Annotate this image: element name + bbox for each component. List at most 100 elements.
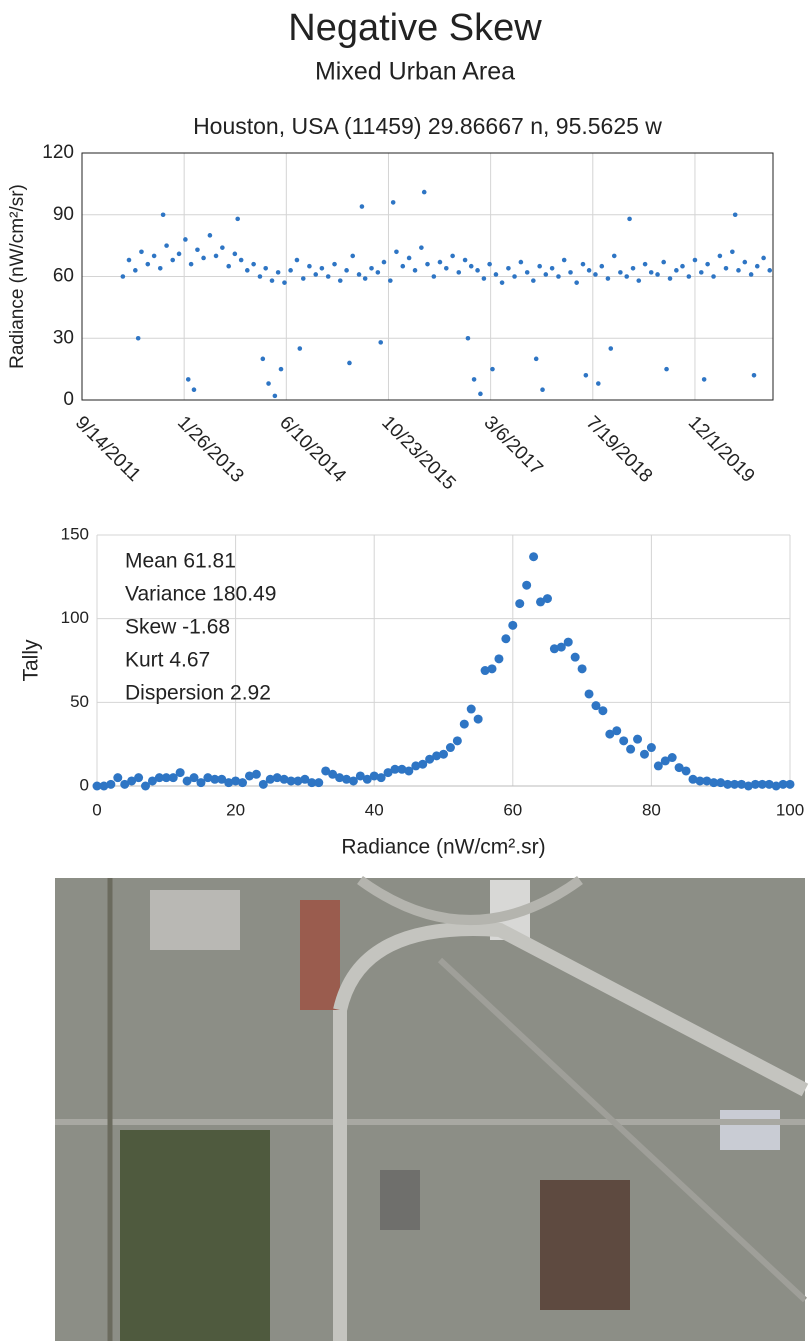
data-point	[556, 274, 561, 279]
data-point	[106, 780, 115, 789]
data-point	[460, 720, 469, 729]
data-point	[270, 278, 275, 283]
data-point	[564, 638, 573, 647]
data-point	[702, 377, 707, 382]
data-point	[134, 773, 143, 782]
y-tick-label: 0	[63, 389, 74, 410]
data-point	[183, 237, 188, 242]
x-tick-label: 9/14/2011	[71, 412, 145, 486]
data-point	[640, 750, 649, 759]
y-axis-label: Radiance (nW/cm²/sr)	[7, 184, 28, 369]
data-point	[245, 268, 250, 273]
data-point	[439, 750, 448, 759]
data-point	[474, 715, 483, 724]
data-point	[273, 394, 278, 399]
data-point	[177, 252, 182, 257]
data-point	[749, 272, 754, 277]
data-point	[314, 778, 323, 787]
data-point	[139, 250, 144, 255]
data-point	[161, 212, 166, 217]
data-point	[332, 262, 337, 267]
y-tick-label: 120	[42, 142, 74, 163]
data-point	[568, 270, 573, 275]
data-point	[494, 272, 499, 277]
data-point	[276, 270, 281, 275]
data-point	[233, 252, 238, 257]
data-point	[562, 258, 567, 263]
x-axis-label: Radiance (nW/cm².sr)	[341, 836, 545, 859]
data-point	[127, 258, 132, 263]
data-point	[661, 260, 666, 265]
data-point	[487, 262, 492, 267]
data-point	[350, 254, 355, 259]
data-point	[164, 243, 169, 248]
data-point	[540, 387, 545, 392]
chart: Negative Skew Mixed Urban Area Houston, …	[0, 0, 810, 1341]
x-tick-label: 10/23/2015	[377, 412, 459, 494]
data-point	[261, 357, 266, 362]
data-point	[456, 270, 461, 275]
data-point	[360, 204, 365, 209]
data-point	[251, 262, 256, 267]
data-point	[238, 778, 247, 787]
data-point	[693, 258, 698, 263]
y-tick-label: 90	[53, 204, 74, 225]
page-subtitle: Mixed Urban Area	[315, 58, 515, 86]
data-point	[446, 743, 455, 752]
data-point	[288, 268, 293, 273]
x-tick-label: 40	[365, 800, 384, 819]
data-point	[432, 274, 437, 279]
data-point	[647, 743, 656, 752]
data-point	[145, 262, 150, 267]
data-point	[711, 274, 716, 279]
data-point	[581, 262, 586, 267]
data-point	[522, 581, 531, 590]
data-point	[699, 270, 704, 275]
data-point	[391, 200, 396, 205]
building	[720, 1110, 780, 1150]
data-point	[585, 689, 594, 698]
data-point	[761, 256, 766, 261]
y-tick-label: 50	[70, 692, 89, 711]
data-point	[475, 268, 480, 273]
data-point	[307, 264, 312, 269]
data-point	[400, 264, 405, 269]
building	[380, 1170, 420, 1230]
data-point	[338, 278, 343, 283]
data-point	[344, 268, 349, 273]
data-point	[478, 392, 483, 397]
data-point	[252, 770, 261, 779]
data-point	[643, 262, 648, 267]
data-point	[394, 250, 399, 255]
x-tick-label: 12/1/2019	[684, 412, 759, 487]
data-point	[313, 272, 318, 277]
data-point	[407, 256, 412, 261]
data-point	[136, 336, 141, 341]
annotation: Kurt 4.67	[125, 649, 210, 672]
data-point	[619, 736, 628, 745]
data-point	[295, 258, 300, 263]
data-point	[531, 278, 536, 283]
data-point	[506, 266, 511, 271]
data-point	[186, 377, 191, 382]
data-point	[501, 634, 510, 643]
data-point	[301, 276, 306, 281]
x-tick-label: 1/26/2013	[173, 412, 248, 487]
data-point	[624, 274, 629, 279]
data-point	[472, 377, 477, 382]
data-point	[357, 272, 362, 277]
data-point	[363, 276, 368, 281]
data-point	[724, 266, 729, 271]
data-point	[668, 753, 677, 762]
data-point	[680, 264, 685, 269]
data-point	[170, 258, 175, 263]
x-tick-label: 6/10/2014	[275, 412, 350, 487]
data-point	[488, 664, 497, 673]
data-point	[682, 766, 691, 775]
data-point	[279, 367, 284, 372]
data-point	[687, 274, 692, 279]
data-point	[376, 270, 381, 275]
annotation: Skew -1.68	[125, 616, 230, 639]
aerial-photo	[55, 878, 805, 1341]
y-axis-label: Tally	[20, 639, 43, 682]
